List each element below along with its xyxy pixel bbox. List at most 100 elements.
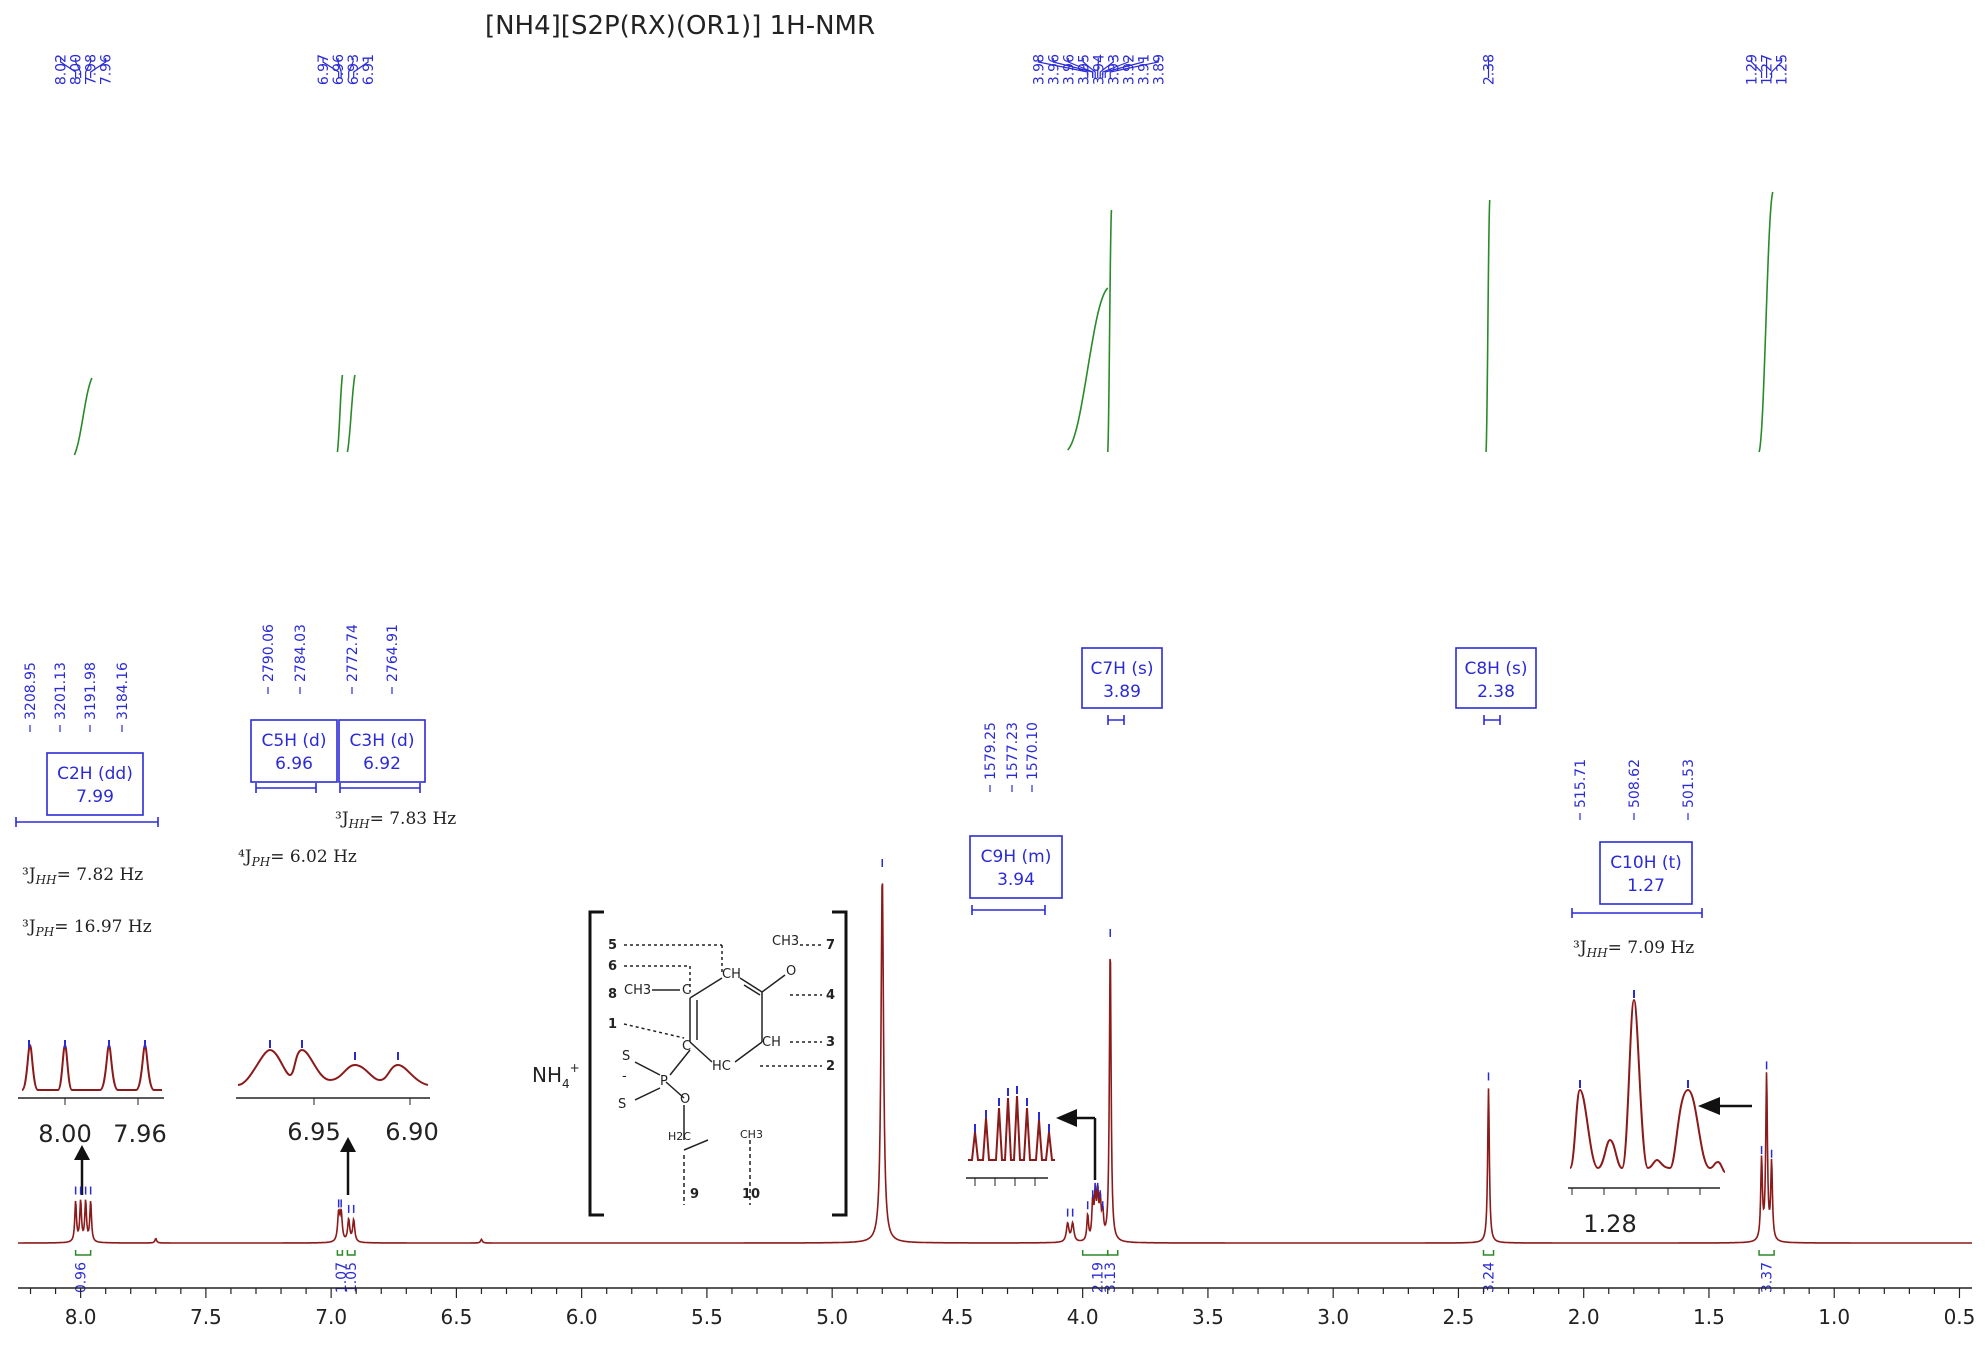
peak-label-11: 3.95	[1076, 54, 1092, 85]
integral-bracket-5	[1482, 1250, 1495, 1256]
x-tick-label-15: 0.5	[1944, 1305, 1976, 1329]
x-tick-label-5: 5.5	[691, 1305, 723, 1329]
svg-text:CH: CH	[722, 967, 741, 982]
peak-label-7: 6.91	[361, 54, 377, 85]
svg-text:CH3: CH3	[624, 983, 651, 998]
integral-curves	[73, 191, 1774, 456]
x-tick-label-1: 7.5	[190, 1305, 222, 1329]
peak-label-16: 3.89	[1151, 54, 1167, 85]
multiplet-shift-3: 3.89	[1103, 682, 1141, 702]
peak-label-connector-18	[1750, 58, 1763, 78]
x-tick-label-10: 3.0	[1317, 1305, 1349, 1329]
integral-curve-5	[1485, 199, 1491, 453]
peak-label-9: 3.96	[1046, 54, 1062, 85]
peak-label-17: 2.38	[1482, 54, 1498, 85]
integral-curve-0	[73, 377, 93, 456]
spectrum-line	[18, 883, 1972, 1244]
integral-label-3: 2.19	[1091, 1262, 1107, 1293]
x-tick-label-13: 1.5	[1693, 1305, 1725, 1329]
peak-label-connector-2	[85, 58, 92, 78]
peak-label-connector-0	[60, 58, 77, 78]
multiplet-shift-5: 2.38	[1477, 682, 1515, 702]
multiplet-range-4	[971, 905, 1046, 915]
peak-labels: 8.02 8.00 7.98 7.96 6.97 6.96 6.93 6.91 3.98 3.96…	[54, 54, 1791, 85]
integral-label-5: 3.24	[1482, 1262, 1498, 1293]
inset-c2h-tick-2: 7.96	[113, 1120, 166, 1148]
multiplet-hz-4-1: 1577.23	[1005, 722, 1021, 780]
multiplet-shift-6: 1.27	[1627, 876, 1665, 896]
x-axis: 8.0 7.5 7.0 6.5 6.0 5.5 5.0 4.5 4.0 3.5 3.0 2.5 2.0 1…	[18, 1287, 1976, 1329]
multiplet-box-4	[969, 835, 1063, 899]
integral-curve-3	[1067, 287, 1109, 451]
peak-label-connector-20	[1770, 58, 1783, 78]
chart-title: [NH4][S2P(RX)(OR1)] 1H-NMR	[485, 11, 875, 41]
peak-label-connector-15	[1104, 58, 1144, 78]
x-tick-label-2: 7.0	[315, 1305, 347, 1329]
integral-label-2: 1.05	[344, 1262, 360, 1293]
c10h-j-hh: ³JHH= 7.09 Hz	[1573, 938, 1694, 960]
spectrum	[18, 859, 1972, 1244]
peak-label-6: 6.93	[346, 54, 362, 85]
peak-label-4: 6.97	[316, 54, 332, 85]
multiplet-hz-0-1: 3201.13	[53, 662, 69, 720]
peak-label-3: 7.96	[99, 54, 115, 85]
x-tick-label-4: 6.0	[566, 1305, 598, 1329]
svg-text:HC: HC	[712, 1059, 731, 1074]
multiplet-shift-0: 7.99	[76, 787, 114, 807]
peak-label-connector-1	[75, 58, 82, 78]
integral-bracket-4	[1106, 1250, 1119, 1256]
inset-c9h	[966, 1086, 1097, 1186]
multiplet-hz-0-3: 3184.16	[115, 662, 131, 720]
multiplet-name-5: C8H (s)	[1465, 659, 1528, 679]
x-tick-label-8: 4.0	[1067, 1305, 1099, 1329]
x-tick-label-7: 4.5	[942, 1305, 974, 1329]
inset-c2h-tick-1: 8.00	[38, 1120, 91, 1148]
integral-label-4: 3.13	[1103, 1262, 1119, 1293]
integral-bracket-2	[346, 1250, 356, 1256]
multiplet-name-6: C10H (t)	[1610, 853, 1682, 873]
peak-label-connector-8	[1037, 58, 1089, 78]
integral-curve-1	[336, 374, 344, 453]
multiplet-box-5	[1455, 647, 1537, 709]
svg-text:CH3: CH3	[772, 934, 799, 949]
peak-label-connector-3	[90, 58, 107, 78]
multiplet-hz-6-1: 508.62	[1627, 759, 1643, 808]
cation-nh4: NH4+	[532, 1061, 580, 1091]
inset-c5h: 6.95 6.90	[236, 1040, 439, 1195]
multiplet-range-0	[15, 817, 159, 827]
x-tick-label-11: 2.5	[1443, 1305, 1475, 1329]
svg-text:CH: CH	[762, 1035, 781, 1050]
multiplet-name-2: C3H (d)	[350, 731, 415, 751]
integral-bracket-3	[1081, 1250, 1109, 1256]
peak-label-connector-12	[1097, 58, 1099, 78]
inset-c5h-tick-2: 6.90	[385, 1118, 438, 1146]
multiplet-6: C10H (t) 1.27 515.71 508.62 501.53	[1571, 759, 1703, 918]
multiplet-hz-4-0: 1579.25	[983, 722, 999, 780]
multiplet-box-2	[338, 719, 426, 783]
peak-label-18: 1.29	[1745, 54, 1761, 85]
svg-text:8: 8	[608, 987, 617, 1002]
peak-label-connector-14	[1102, 58, 1129, 78]
svg-text:CH3: CH3	[740, 1128, 763, 1141]
peak-label-connector-11	[1082, 58, 1096, 78]
multiplet-hz-0-0: 3208.95	[23, 662, 39, 720]
multiplet-2: C3H (d) 6.92 2772.74 2764.91	[338, 624, 426, 793]
multiplet-hz-1-1: 2784.03	[293, 624, 309, 682]
svg-text:4: 4	[826, 988, 835, 1003]
svg-text:9: 9	[690, 1187, 699, 1202]
c3h-j-hh: ³JHH= 7.83 Hz	[335, 809, 456, 831]
x-tick-label-14: 1.0	[1818, 1305, 1850, 1329]
integral-bracket-1	[336, 1250, 344, 1256]
svg-text:C: C	[682, 1039, 691, 1054]
svg-text:P: P	[660, 1074, 668, 1089]
inset-c2h: 8.00 7.96	[18, 1040, 167, 1195]
peak-label-1: 8.00	[69, 54, 85, 85]
peak-label-connector-13	[1099, 58, 1114, 78]
peak-label-10: 3.96	[1061, 54, 1077, 85]
peak-label-connector-4	[322, 58, 340, 78]
svg-text:H2C: H2C	[668, 1130, 691, 1143]
x-tick-label-0: 8.0	[65, 1305, 97, 1329]
svg-text:10: 10	[742, 1187, 760, 1202]
svg-text:1: 1	[608, 1017, 617, 1032]
multiplet-name-3: C7H (s)	[1091, 659, 1154, 679]
